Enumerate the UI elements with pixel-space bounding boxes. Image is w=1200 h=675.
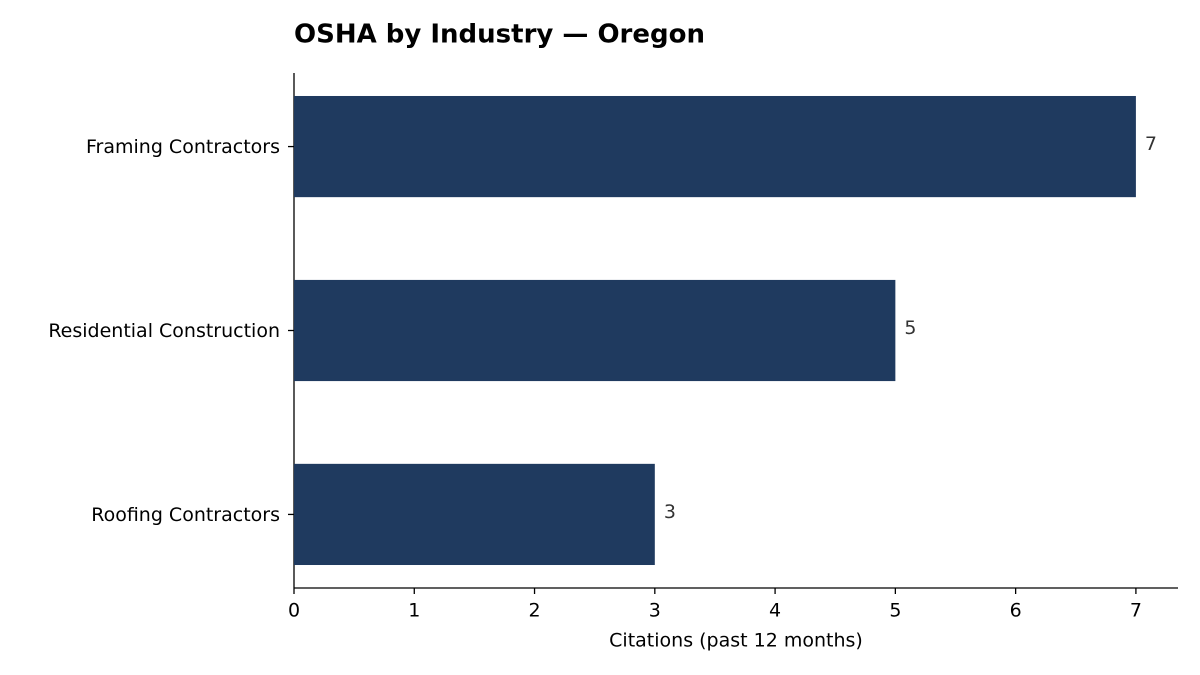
x-tick-label: 3 [649,600,661,622]
x-tick-label: 0 [288,600,300,622]
bar [294,279,896,382]
y-tick-label: Roofing Contractors [91,504,280,526]
x-tick-label: 1 [408,600,420,622]
chart-title: OSHA by Industry — Oregon [294,20,705,50]
x-tick-label: 5 [889,600,901,622]
x-tick-label: 4 [769,600,781,622]
bar [294,463,655,566]
x-tick-label: 6 [1010,600,1022,622]
y-tick-label: Framing Contractors [86,136,280,158]
x-tick-label: 7 [1130,600,1142,622]
y-tick-label: Residential Construction [48,320,280,342]
x-axis-label: Citations (past 12 months) [609,630,863,652]
value-label: 3 [664,501,676,523]
x-tick-label: 2 [528,600,540,622]
bar [294,95,1136,198]
value-label: 5 [904,317,916,339]
value-label: 7 [1145,133,1157,155]
